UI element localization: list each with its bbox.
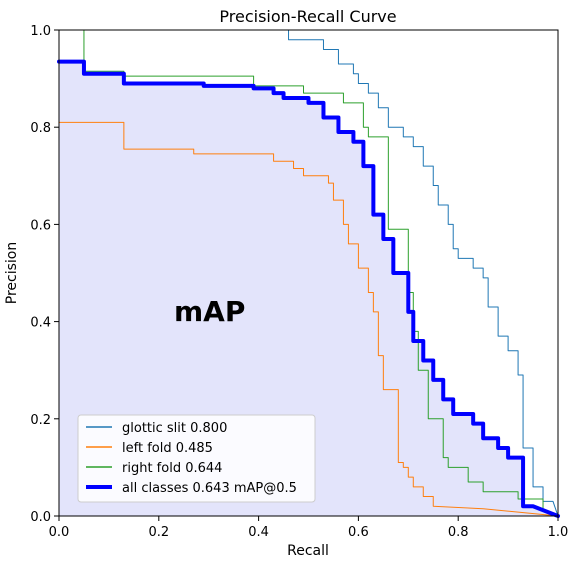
y-tick-label: 0.8 (30, 121, 51, 136)
series-line-all-classes-0-643-map-0-5 (57, 59, 560, 518)
map-annotation: mAP (174, 295, 245, 328)
x-axis-ticks: 0.0 0.2 0.4 0.6 0.8 1.0 (49, 516, 569, 540)
x-tick-label: 1.0 (548, 525, 569, 540)
x-tick-label: 0.6 (348, 525, 369, 540)
x-tick-label: 0.2 (148, 525, 169, 540)
legend-label-glottic-slit-0-800: glottic slit 0.800 (122, 421, 227, 436)
legend-label-all-classes-0-643-map-0-5: all classes 0.643 mAP@0.5 (122, 481, 297, 496)
x-tick-label: 0.8 (448, 525, 469, 540)
legend-label-left-fold-0-485: left fold 0.485 (122, 441, 213, 456)
y-axis-ticks: 0.0 0.2 0.4 0.6 0.8 1.0 (30, 24, 59, 525)
series-line-glottic-slit-0-800 (288, 29, 559, 517)
x-tick-label: 0.4 (248, 525, 269, 540)
fill-layer (59, 61, 558, 517)
y-tick-label: 0.2 (30, 413, 51, 428)
legend: glottic slit 0.800 left fold 0.485 right f… (77, 414, 316, 503)
y-tick-label: 1.0 (30, 24, 51, 39)
series-line-left-fold-0-485 (58, 121, 559, 517)
y-axis-label: Precision (4, 242, 20, 304)
area-fill-all-classes (59, 61, 558, 517)
series-line-right-fold-0-644 (83, 29, 559, 517)
y-tick-label: 0.4 (30, 316, 51, 331)
x-axis-label: Recall (287, 543, 329, 559)
legend-label-right-fold-0-644: right fold 0.644 (122, 461, 222, 476)
chart-title: Precision-Recall Curve (219, 7, 396, 26)
series-layer (57, 29, 560, 518)
y-tick-label: 0.6 (30, 218, 51, 233)
x-tick-label: 0.0 (49, 525, 70, 540)
plot-frame (58, 29, 559, 517)
legend-box (77, 414, 316, 503)
y-tick-label: 0.0 (30, 510, 51, 525)
